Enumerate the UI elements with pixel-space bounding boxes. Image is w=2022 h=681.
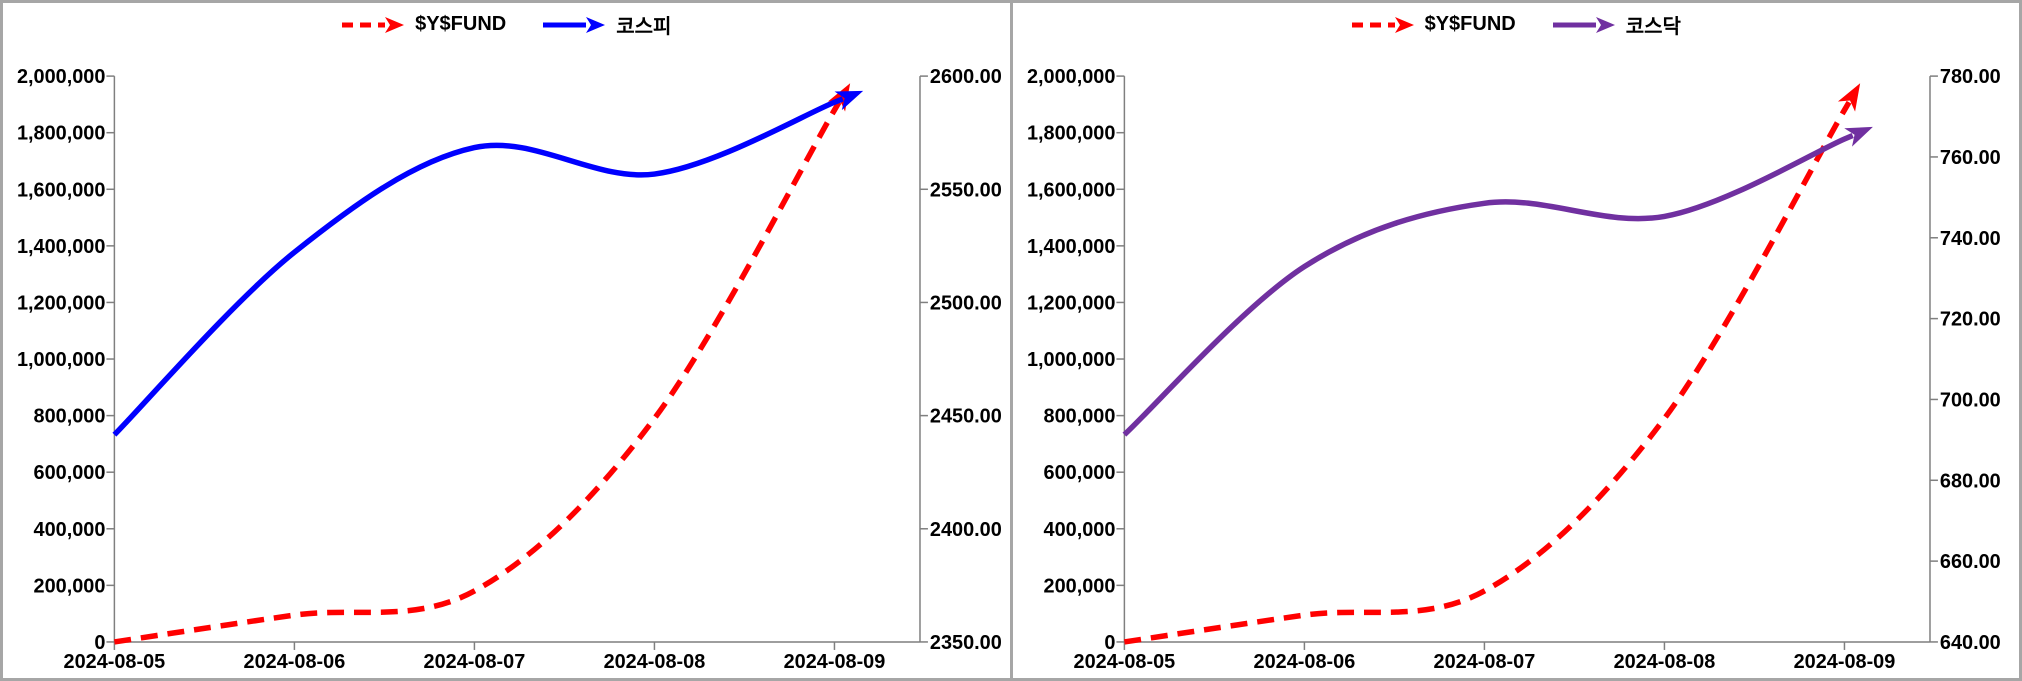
y-right-tick-label: 2350.00: [930, 632, 1002, 654]
y-left-tick-label: 1,800,000: [1026, 123, 1114, 145]
y-right-tick-label: 700.00: [1939, 389, 2000, 411]
y-left-tick-label: 400,000: [1043, 519, 1115, 541]
y-left-tick-label: 1,200,000: [17, 292, 105, 314]
x-tick-label: 2024-08-07: [1433, 651, 1535, 673]
y-left-tick-label: 0: [1104, 632, 1115, 654]
y-left-tick-label: 800,000: [1043, 406, 1115, 428]
y-left-tick-label: 1,400,000: [17, 236, 105, 258]
y-right-tick-label: 740.00: [1939, 228, 2000, 250]
kosdaq-panel: 0 200,000 400,000 600,000 800,000 1,000,000 1,…: [1009, 3, 2020, 678]
x-tick-label: 2024-08-06: [244, 651, 346, 673]
y-right-tick-label: 2500.00: [930, 292, 1002, 314]
series-line-index: [112, 90, 864, 437]
y-right-tick-label: 720.00: [1939, 309, 2000, 331]
y-left-tick-label: 2,000,000: [1026, 66, 1114, 88]
y-left-tick-label: 1,200,000: [1026, 292, 1114, 314]
y-right-tick-label: 780.00: [1939, 66, 2000, 88]
x-tick-label: 2024-08-08: [604, 651, 706, 673]
y-left-tick-label: 800,000: [34, 406, 106, 428]
kosdaq-chart-area: 0 200,000 400,000 600,000 800,000 1,000,000 1,…: [1013, 3, 2020, 678]
y-right-tick-label: 2600.00: [930, 66, 1002, 88]
y-right-tick-label: 640.00: [1939, 632, 2000, 654]
y-left-tick-label: 1,000,000: [17, 349, 105, 371]
series-line-fund: [113, 83, 851, 645]
kospi-chart-area: 0 200,000 400,000 600,000 800,000 1,000,000 1,…: [3, 3, 1010, 678]
x-tick-label: 2024-08-09: [784, 651, 886, 673]
y-left-tick-label: 0: [94, 632, 105, 654]
series-line-index: [1122, 126, 1873, 437]
x-tick-label: 2024-08-05: [64, 651, 166, 673]
y-left-tick-label: 600,000: [1043, 462, 1115, 484]
x-tick-label: 2024-08-06: [1253, 651, 1355, 673]
x-tick-label: 2024-08-07: [424, 651, 526, 673]
y-right-tick-label: 2450.00: [930, 406, 1002, 428]
y-left-tick-label: 600,000: [34, 462, 106, 484]
x-tick-label: 2024-08-08: [1613, 651, 1715, 673]
y-right-tick-label: 680.00: [1939, 470, 2000, 492]
kosdaq-panel-svg: 0 200,000 400,000 600,000 800,000 1,000,000 1,…: [1026, 66, 2000, 673]
y-right-tick-label: 660.00: [1939, 551, 2000, 573]
x-tick-label: 2024-08-09: [1793, 651, 1895, 673]
y-left-tick-label: 1,000,000: [1026, 349, 1114, 371]
y-right-tick-label: 2550.00: [930, 179, 1002, 201]
series-line-fund: [1123, 83, 1860, 645]
y-left-tick-label: 400,000: [34, 519, 106, 541]
y-right-tick-label: 2400.00: [930, 519, 1002, 541]
y-left-tick-label: 1,600,000: [17, 179, 105, 201]
y-left-tick-label: 1,600,000: [1026, 179, 1114, 201]
y-left-tick-label: 1,800,000: [17, 123, 105, 145]
y-left-tick-label: 2,000,000: [17, 66, 105, 88]
kospi-panel: 0 200,000 400,000 600,000 800,000 1,000,000 1,…: [3, 3, 1010, 678]
y-left-tick-label: 200,000: [34, 575, 106, 597]
x-tick-label: 2024-08-05: [1073, 651, 1175, 673]
y-right-tick-label: 760.00: [1939, 147, 2000, 169]
y-left-tick-label: 1,400,000: [1026, 236, 1114, 258]
kospi-panel-svg: 0 200,000 400,000 600,000 800,000 1,000,000 1,…: [17, 66, 1002, 673]
y-left-tick-label: 200,000: [1043, 575, 1115, 597]
